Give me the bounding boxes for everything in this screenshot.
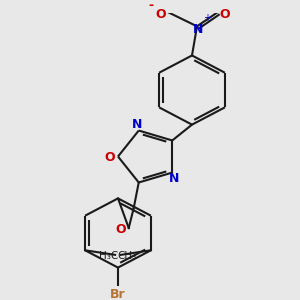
Text: O: O [156, 8, 166, 21]
Text: N: N [193, 22, 203, 35]
Text: N: N [169, 172, 179, 185]
Text: N: N [131, 118, 142, 131]
Text: O: O [220, 8, 230, 21]
Text: O: O [105, 151, 115, 164]
Text: H₃C: H₃C [99, 251, 119, 261]
Text: -: - [148, 0, 154, 12]
Text: O: O [116, 223, 126, 236]
Text: Br: Br [110, 288, 126, 300]
Text: CH₃: CH₃ [118, 251, 137, 261]
Text: +: + [203, 13, 211, 23]
